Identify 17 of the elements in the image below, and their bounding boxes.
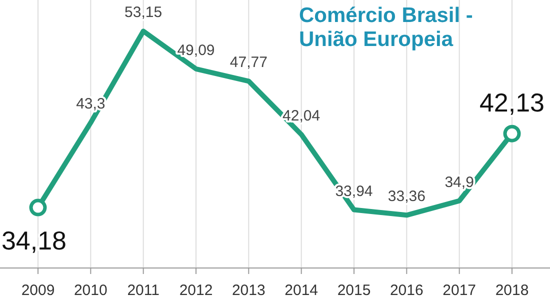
x-tick-label: 2015 [337,282,371,299]
x-tick-label: 2016 [390,282,424,299]
text: Comércio Brasil - União Europeia [299,4,473,51]
data-label: 49,09 [177,42,215,59]
x-tick-label: 2010 [74,282,108,299]
x-tick-label: 2017 [442,282,476,299]
x-tick-label: 2014 [284,282,318,299]
data-label: 33,36 [388,188,426,206]
x-tick-label: 2018 [495,282,529,299]
x-tick-label: 2013 [232,282,266,299]
data-label: 53,15 [124,4,162,22]
x-tick-label: 2012 [179,282,213,299]
x-tick-label: 2009 [21,282,55,299]
x-tick-label: 2011 [127,282,160,299]
data-label: 34,18 [1,226,67,256]
data-label: 47,77 [230,54,268,72]
data-label: 42,13 [479,88,545,118]
